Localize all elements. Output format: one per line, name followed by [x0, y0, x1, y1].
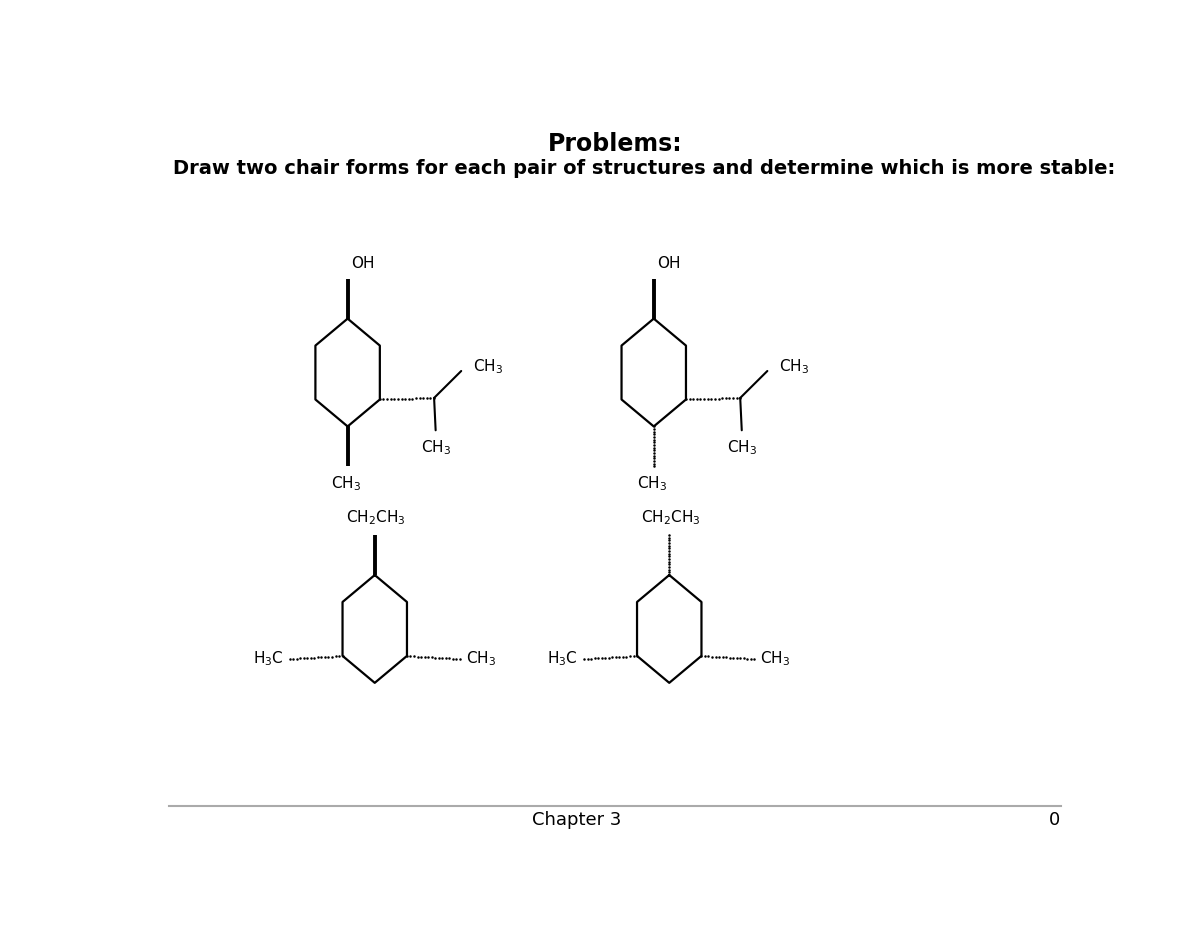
Text: CH$_3$: CH$_3$ — [637, 474, 667, 493]
Text: CH$_3$: CH$_3$ — [779, 358, 809, 377]
Text: OH: OH — [656, 256, 680, 271]
Text: CH$_3$: CH$_3$ — [466, 650, 496, 668]
Text: Problems:: Problems: — [547, 132, 683, 155]
Text: CH$_3$: CH$_3$ — [761, 650, 791, 668]
Text: CH$_3$: CH$_3$ — [473, 358, 503, 377]
Text: CH$_2$CH$_3$: CH$_2$CH$_3$ — [347, 509, 406, 528]
Text: Chapter 3: Chapter 3 — [532, 811, 620, 829]
Text: OH: OH — [350, 256, 374, 271]
Text: Draw two chair forms for each pair of structures and determine which is more sta: Draw two chair forms for each pair of st… — [173, 159, 1116, 178]
Text: CH$_2$CH$_3$: CH$_2$CH$_3$ — [641, 509, 701, 528]
Text: H$_3$C: H$_3$C — [253, 650, 283, 668]
Text: CH$_3$: CH$_3$ — [420, 438, 451, 457]
Text: CH$_3$: CH$_3$ — [331, 474, 361, 493]
Text: 0: 0 — [1049, 811, 1061, 829]
Text: CH$_3$: CH$_3$ — [727, 438, 757, 457]
Text: H$_3$C: H$_3$C — [547, 650, 578, 668]
